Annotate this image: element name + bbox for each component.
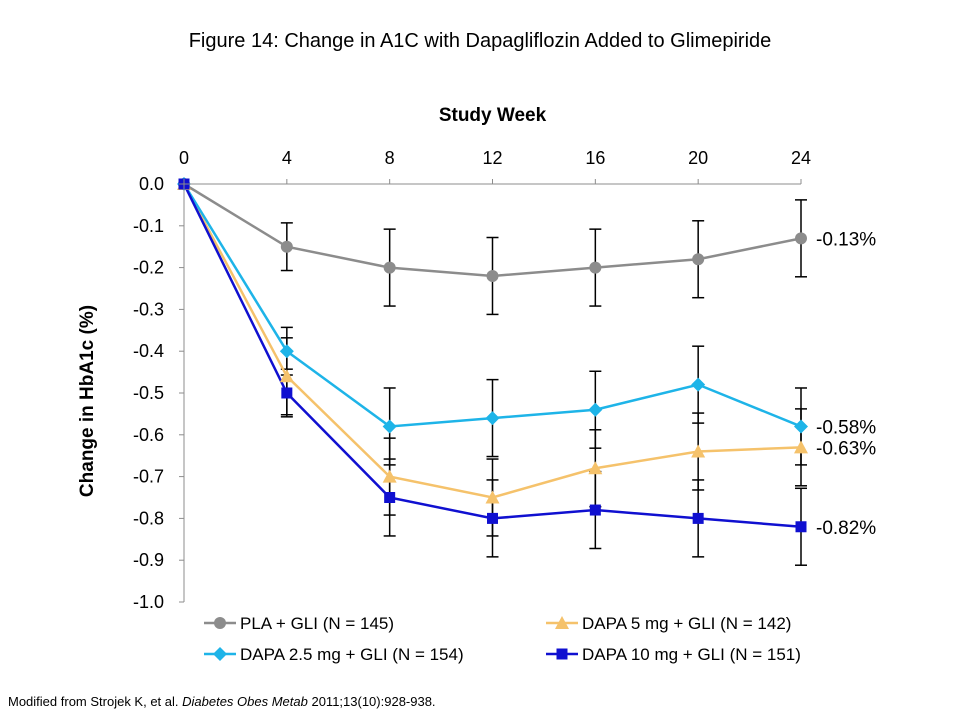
legend-label: DAPA 2.5 mg + GLI (N = 154) xyxy=(240,645,464,664)
data-point xyxy=(487,512,498,524)
data-point xyxy=(795,521,807,533)
data-point xyxy=(691,444,706,458)
y-tick-label: -0.2 xyxy=(133,258,164,278)
legend-label: PLA + GLI (N = 145) xyxy=(240,614,394,633)
data-point xyxy=(280,240,293,253)
y-tick-label: -1.0 xyxy=(133,592,164,612)
y-tick-label: -0.5 xyxy=(133,383,164,403)
data-point xyxy=(589,261,602,274)
legend-entry: DAPA 10 mg + GLI (N = 151) xyxy=(546,645,801,664)
y-tick-label: -0.3 xyxy=(133,299,164,319)
citation-journal: Diabetes Obes Metab xyxy=(182,694,308,709)
data-point xyxy=(588,461,603,475)
data-point xyxy=(486,269,499,282)
data-point xyxy=(281,387,293,399)
data-point xyxy=(485,490,500,504)
citation-prefix: Modified from Strojek K, et al. xyxy=(8,694,183,709)
data-point xyxy=(382,419,397,434)
data-point xyxy=(589,504,601,516)
legend-swatch-marker xyxy=(556,648,568,660)
x-tick-label: 0 xyxy=(179,148,189,168)
y-tick-label: -0.9 xyxy=(133,550,164,570)
end-value-label: -0.58% xyxy=(816,417,876,438)
data-point xyxy=(692,253,705,266)
data-point xyxy=(384,492,396,503)
end-labels: -0.13% -0.58%-0.63% -0.82% xyxy=(816,229,876,538)
data-point xyxy=(588,402,603,417)
data-point xyxy=(279,344,294,359)
legend-label: DAPA 10 mg + GLI (N = 151) xyxy=(582,645,801,664)
legend-swatch-marker xyxy=(555,616,569,629)
legend-label: DAPA 5 mg + GLI (N = 142) xyxy=(582,614,791,633)
y-tick-label: -0.4 xyxy=(133,341,164,361)
data-point xyxy=(382,469,397,483)
y-tick-label: -0.1 xyxy=(133,216,164,236)
legend-entry: DAPA 2.5 mg + GLI (N = 154) xyxy=(204,645,464,664)
data-point xyxy=(795,232,807,245)
source-citation: Modified from Strojek K, et al. Diabetes… xyxy=(8,694,436,709)
data-point xyxy=(692,512,704,524)
data-point xyxy=(485,411,500,426)
legend-entry: PLA + GLI (N = 145) xyxy=(204,614,394,633)
legend-entry: DAPA 5 mg + GLI (N = 142) xyxy=(546,614,791,633)
y-tick-label: -0.8 xyxy=(133,508,164,528)
data-point xyxy=(794,440,808,454)
x-axis-label: Study Week xyxy=(439,105,547,126)
legend: PLA + GLI (N = 145) DAPA 5 mg + GLI (N = … xyxy=(204,614,801,664)
y-axis-label: Change in HbA1c (%) xyxy=(77,305,98,497)
legend-swatch-marker xyxy=(213,647,227,661)
x-tick-label: 4 xyxy=(282,148,292,168)
axes: 0 4 8 12 16 20 24 Study Week 0.0 -0.1 -0.2 -0.3 -0.4… xyxy=(77,105,811,612)
x-tick-label: 12 xyxy=(482,148,502,168)
end-value-label: -0.82% xyxy=(816,518,876,539)
y-tick-label: -0.6 xyxy=(133,425,164,445)
error-bars xyxy=(280,199,807,566)
data-point xyxy=(279,369,294,383)
x-tick-label: 16 xyxy=(585,148,605,168)
end-value-label: -0.63% xyxy=(816,438,876,459)
y-tick-label: 0.0 xyxy=(139,174,164,194)
x-tick-label: 8 xyxy=(385,148,395,168)
end-value-label: -0.13% xyxy=(816,229,876,250)
line-chart: 0 4 8 12 16 20 24 Study Week 0.0 -0.1 -0.2 -0.3 -0.4… xyxy=(77,105,876,664)
data-point xyxy=(691,377,706,392)
x-tick-label: 20 xyxy=(688,148,708,168)
citation-suffix: 2011;13(10):928-938. xyxy=(307,694,436,709)
legend-swatch-marker xyxy=(214,617,226,629)
chart-title: Figure 14: Change in A1C with Dapagliflo… xyxy=(188,30,772,52)
x-tick-label: 24 xyxy=(791,148,811,168)
data-point xyxy=(794,419,808,434)
y-tick-label: -0.7 xyxy=(133,467,164,487)
data-point xyxy=(383,261,396,274)
